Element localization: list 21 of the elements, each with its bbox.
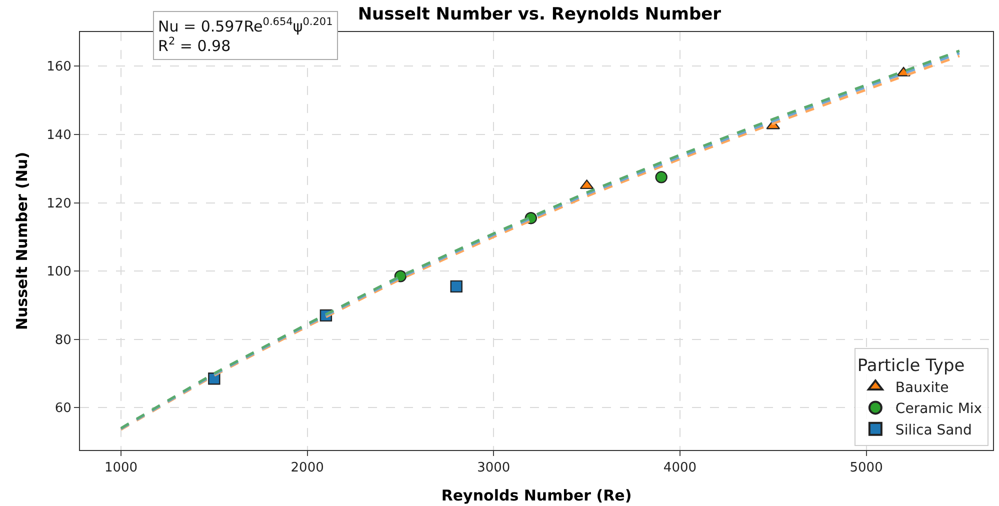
text: Nu = 0.597Re$^{0.654}$ψ$^{0.201}$ R$^{2}$ = 0.98 [158, 16, 333, 55]
point [655, 171, 668, 184]
x-tick-label: 5000 [850, 460, 883, 476]
legend-label: Ceramic Mix [895, 401, 982, 418]
y-tick-label: 160 [46, 60, 72, 75]
y-axis-title: Nusselt Number (Nu) [12, 152, 31, 330]
x-tick-label: 4000 [663, 460, 697, 476]
legend-label: Silica Sand [895, 422, 972, 438]
chart-title: Nusselt Number vs. Reynolds Number [358, 4, 722, 24]
x-tick-label: 3000 [477, 460, 510, 476]
x-tick-label: 2000 [290, 460, 324, 476]
legend-title: Particle Type [857, 356, 965, 376]
y-tick-label: 80 [54, 332, 72, 348]
y-tick-label: 120 [46, 196, 72, 212]
legend-label: Bauxite [895, 380, 949, 396]
y-tick-label: 60 [54, 401, 72, 416]
y-tick-label: 140 [46, 128, 72, 143]
x-axis-title: Reynolds Number (Re) [441, 486, 632, 505]
point [450, 280, 462, 293]
x-tick-label: 1000 [104, 460, 138, 476]
y-tick-label: 100 [46, 264, 72, 280]
